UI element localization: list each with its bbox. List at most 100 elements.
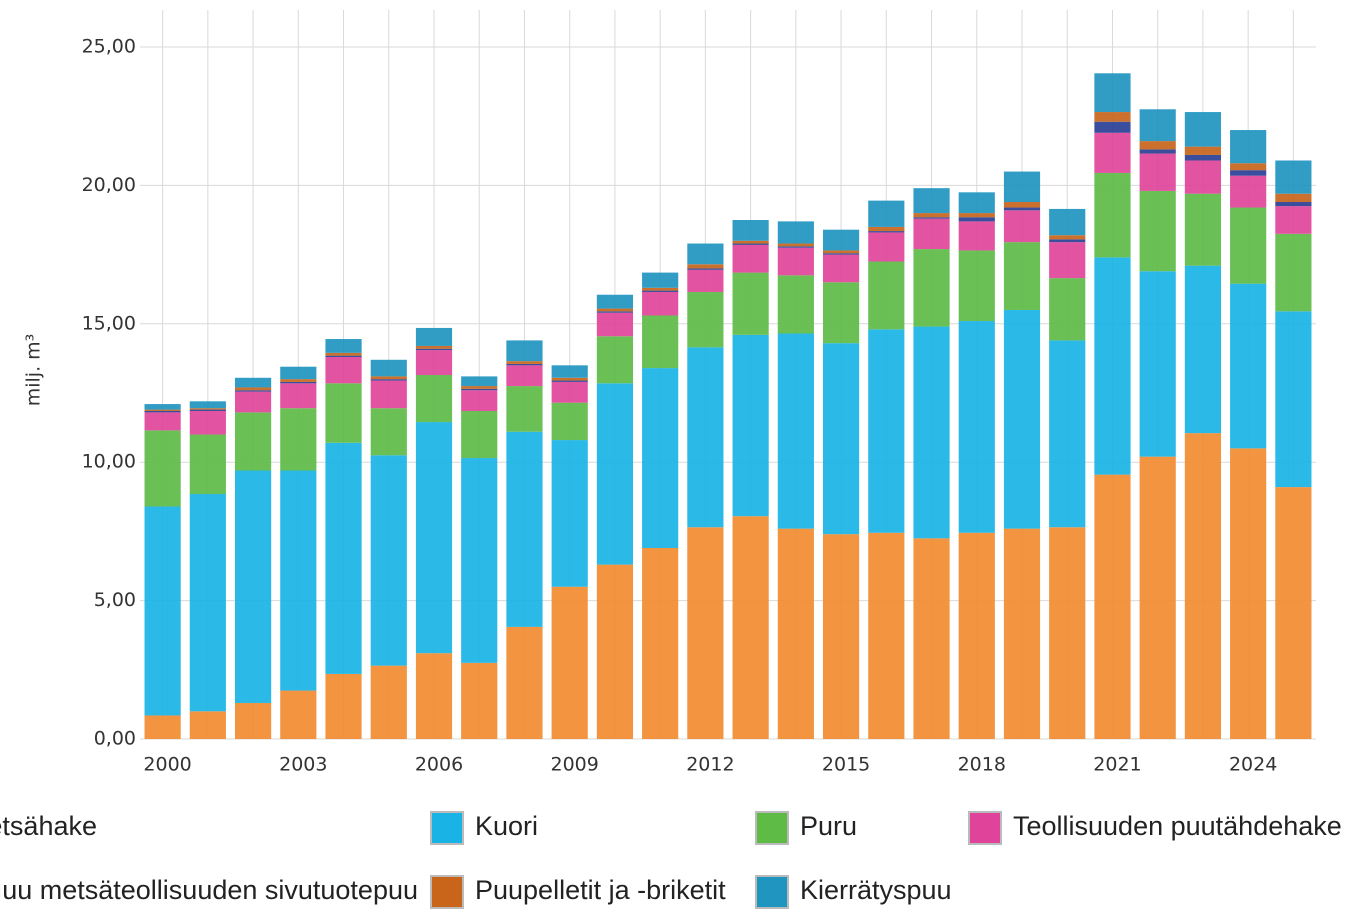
bar-segment	[144, 412, 181, 431]
bar-segment	[144, 430, 181, 507]
bar-segment	[1139, 109, 1176, 142]
bar-segment	[777, 528, 814, 739]
bar-segment	[280, 383, 317, 409]
bar-segment	[822, 282, 860, 344]
bar-segment	[461, 410, 498, 459]
bar-segment	[280, 366, 317, 380]
legend-swatch	[430, 811, 464, 845]
bar-segment	[732, 240, 769, 244]
bar-segment	[1049, 527, 1086, 739]
bar-segment	[1230, 170, 1267, 176]
bar-segment	[1139, 271, 1176, 457]
y-tick-label: 5,00	[94, 589, 136, 611]
bar-segment	[1275, 160, 1312, 194]
bar-segment	[461, 376, 498, 387]
legend-label: Kierrätyspuu	[800, 875, 952, 905]
bar-segment	[1230, 175, 1267, 208]
bar-segment	[913, 188, 950, 214]
bar-segment	[415, 350, 453, 376]
bar-segment	[506, 340, 543, 362]
x-tick-label: 2012	[686, 754, 734, 776]
bar-segment	[868, 231, 905, 233]
bar-segment	[551, 380, 588, 382]
bar-segment	[370, 408, 407, 456]
bar-segment	[1003, 242, 1041, 310]
bar-segment	[370, 376, 407, 380]
bar-segment	[325, 352, 362, 356]
bar-segment	[1094, 112, 1131, 122]
bar-segment	[822, 253, 860, 255]
bar-segment	[415, 327, 453, 346]
x-tick-label: 2015	[822, 754, 870, 776]
bar-segment	[732, 220, 769, 241]
bar-segment	[1049, 278, 1086, 341]
y-tick-label: 0,00	[94, 728, 136, 750]
bar-segment	[822, 229, 860, 251]
y-tick-label: 15,00	[82, 312, 136, 334]
x-tick-label: 2003	[279, 754, 327, 776]
bar-segment	[325, 339, 362, 353]
bar-segment	[687, 269, 724, 292]
y-tick-label: 20,00	[82, 174, 136, 196]
bar-segment	[596, 294, 634, 309]
bar-segment	[144, 715, 181, 739]
bar-segment	[913, 217, 950, 219]
bar-segment	[958, 221, 995, 251]
bar-segment	[461, 662, 498, 739]
bar-segment	[777, 275, 814, 334]
bar-segment	[1049, 208, 1086, 236]
bar-segment	[1049, 242, 1086, 279]
bar-segment	[1139, 141, 1176, 150]
x-tick-label: 2006	[415, 754, 463, 776]
bar-segment	[642, 272, 679, 288]
bar-segment	[687, 527, 724, 739]
bar-segment	[415, 653, 453, 739]
bar-segment	[415, 348, 453, 351]
bar-segment	[687, 264, 724, 269]
legend-label: Kuori	[475, 811, 538, 841]
bar-segment	[280, 690, 317, 739]
bar-segment	[1184, 433, 1222, 739]
bar-segment	[1003, 210, 1041, 243]
bar-segment	[958, 532, 995, 739]
bar-segment	[1275, 487, 1312, 739]
y-axis-label: milj. m³	[23, 334, 45, 407]
bar-segment	[189, 408, 226, 410]
x-tick-label: 2009	[551, 754, 599, 776]
bar-segment	[596, 564, 634, 739]
bar-segment	[1049, 340, 1086, 528]
bar-segment	[506, 365, 543, 387]
bar-segment	[461, 390, 498, 411]
bar-segment	[234, 377, 272, 388]
bar-segment	[1094, 121, 1131, 133]
x-tick-label: 2000	[143, 754, 191, 776]
bar-segment	[234, 390, 272, 392]
bar-segment	[1275, 311, 1312, 488]
legend-label: Puupelletit ja -briketit	[475, 875, 726, 905]
x-tick-label: 2021	[1093, 754, 1141, 776]
bar-segment	[1230, 448, 1267, 739]
bar-segment	[596, 383, 634, 565]
x-tick-label: 2024	[1229, 754, 1277, 776]
bar-segment	[687, 347, 724, 528]
bar-segment	[822, 254, 860, 283]
legend-label: Teollisuuden puutähdehake	[1013, 811, 1342, 841]
legend-swatch	[430, 875, 464, 909]
bar-segment	[732, 516, 769, 739]
bar-segment	[234, 412, 272, 471]
bar-segment	[777, 247, 814, 276]
bar-segment	[1049, 235, 1086, 240]
bar-segment	[822, 343, 860, 535]
bar-segment	[642, 290, 679, 292]
bar-segment	[415, 375, 453, 423]
bar-segment	[777, 246, 814, 248]
bar-segment	[506, 363, 543, 366]
bar-segment	[189, 434, 226, 495]
bar-segment	[1003, 202, 1041, 208]
bar-segment	[506, 361, 543, 364]
bar-segment	[506, 626, 543, 739]
bar-segment	[551, 402, 588, 441]
bar-segment	[280, 381, 317, 384]
bar-segment	[144, 404, 181, 410]
bar-segment	[234, 470, 272, 704]
